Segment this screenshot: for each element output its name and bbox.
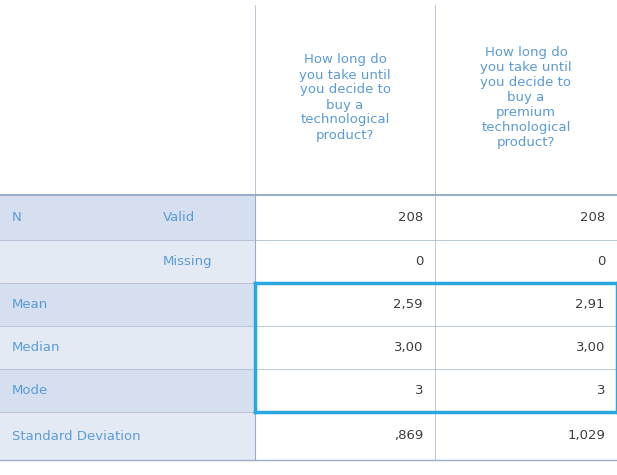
Text: How long do
you take until
you decide to
buy a
technological
product?: How long do you take until you decide to… (299, 54, 391, 142)
Text: 3: 3 (597, 384, 605, 397)
Bar (0, 326, 255, 369)
Bar (0, 240, 255, 283)
Bar (0, 412, 255, 460)
Bar (255, 240, 617, 283)
Text: Mean: Mean (12, 298, 48, 311)
Text: How long do
you take until
you decide to
buy a
premium
technological
product?: How long do you take until you decide to… (480, 46, 572, 149)
Text: 208: 208 (580, 211, 605, 224)
Text: 2,91: 2,91 (576, 298, 605, 311)
Text: 0: 0 (597, 255, 605, 268)
Text: Standard Deviation: Standard Deviation (12, 429, 141, 443)
Text: 1,029: 1,029 (567, 429, 605, 443)
Text: 208: 208 (398, 211, 423, 224)
Text: 3,00: 3,00 (576, 341, 605, 354)
Text: 3,00: 3,00 (394, 341, 423, 354)
Text: Mode: Mode (12, 384, 48, 397)
Bar (255, 412, 617, 460)
Bar (0, 0, 617, 195)
Text: Median: Median (12, 341, 60, 354)
Text: Valid: Valid (163, 211, 195, 224)
Bar (255, 195, 617, 240)
Text: Missing: Missing (163, 255, 213, 268)
Text: ,869: ,869 (394, 429, 423, 443)
Bar (0, 283, 255, 326)
Bar (255, 283, 617, 326)
Bar (0, 195, 255, 240)
Bar (255, 369, 617, 412)
Text: 0: 0 (415, 255, 423, 268)
Text: 3: 3 (415, 384, 423, 397)
Bar (0, 369, 255, 412)
Text: N: N (12, 211, 22, 224)
Bar (255, 326, 617, 369)
Text: 2,59: 2,59 (394, 298, 423, 311)
